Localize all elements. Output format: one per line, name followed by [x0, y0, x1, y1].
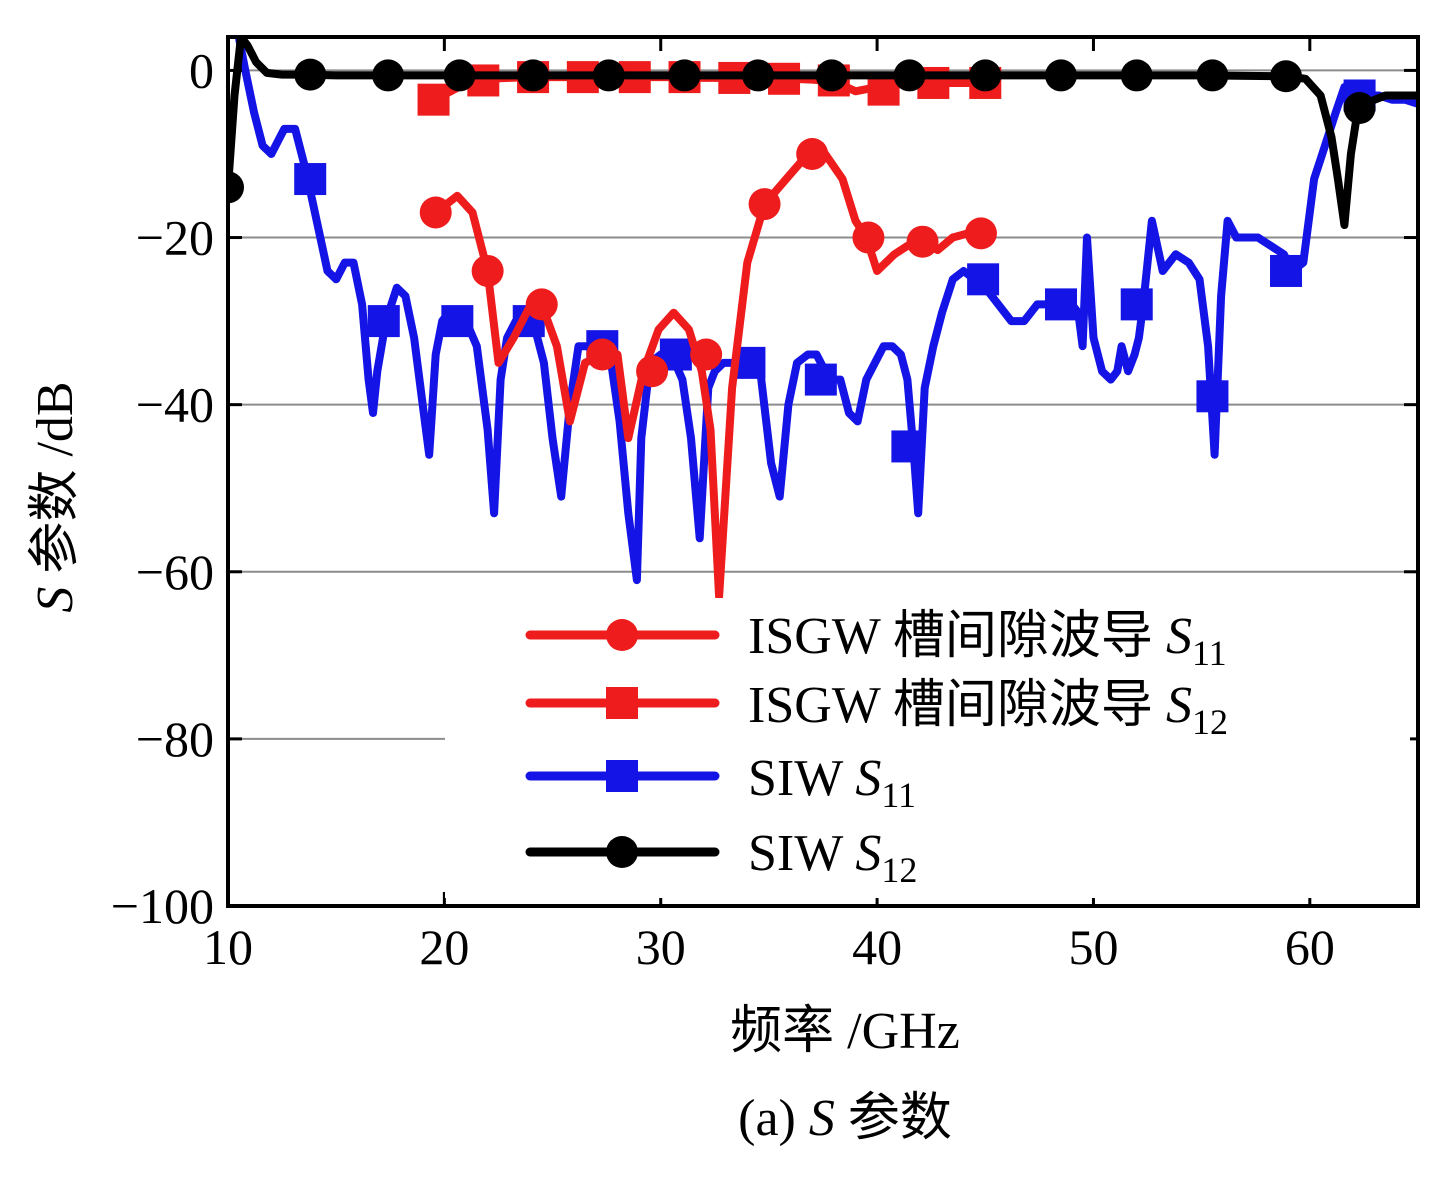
legend-label-isgw-s12: ISGW 槽间隙波导 S12	[748, 677, 1228, 742]
legend-label-siw-s12-sym: S	[855, 825, 881, 882]
marker-isgw-s11-9	[906, 225, 939, 258]
x-tick-label-2: 30	[636, 919, 686, 975]
marker-siw-s12-11	[1045, 59, 1077, 92]
legend-label-siw-s11: SIW S11	[748, 750, 916, 815]
legend-label-isgw-s12-sub: 12	[1192, 702, 1228, 742]
y-axis-label-symbol: S	[27, 587, 84, 613]
marker-siw-s12-1	[294, 58, 327, 91]
marker-siw-s12-2	[372, 59, 405, 92]
legend-label-isgw-s11-sub: 11	[1192, 633, 1227, 673]
marker-siw-s12-10	[969, 59, 1002, 92]
marker-isgw-s12-0	[417, 83, 450, 116]
marker-siw-s12-6	[668, 59, 701, 92]
marker-isgw-s11-5	[690, 338, 723, 371]
marker-siw-s12-14	[1270, 60, 1303, 93]
legend-entry-siw-s11: SIW S11	[525, 750, 916, 815]
legend-label-siw-s11-sym: S	[855, 750, 881, 807]
legend-marker-isgw-s11	[606, 619, 638, 651]
legend-entry-isgw-s12: ISGW 槽间隙波导 S12	[525, 677, 1228, 742]
legend-entry-siw-s12: SIW S12	[525, 825, 917, 890]
marker-isgw-s11-1	[471, 254, 504, 287]
marker-siw-s12-0	[228, 171, 244, 204]
x-tick-label-0: 10	[203, 919, 253, 975]
legend-entry-isgw-s11: ISGW 槽间隙波导 S11	[525, 608, 1227, 673]
marker-isgw-s11-4	[636, 355, 669, 388]
x-tick-label-4: 50	[1068, 919, 1118, 975]
legend-label-isgw-s11-main: ISGW 槽间隙波导	[748, 608, 1166, 665]
marker-isgw-s11-3	[586, 338, 619, 371]
legend-marker-siw-s12	[606, 836, 638, 868]
x-tick-label-3: 40	[852, 919, 902, 975]
marker-siw-s11-2	[441, 305, 474, 338]
marker-siw-s12-12	[1120, 59, 1153, 92]
marker-isgw-s11-7	[796, 137, 829, 170]
marker-siw-s11-8	[891, 430, 924, 463]
caption-prefix: (a)	[738, 1090, 809, 1147]
caption-symbol: S	[809, 1090, 835, 1147]
marker-isgw-s11-6	[748, 188, 781, 221]
x-tick-label-1: 20	[419, 919, 469, 975]
caption-rest: 参数	[835, 1090, 952, 1147]
marker-siw-s11-11	[1120, 288, 1153, 321]
x-tick-label-5: 60	[1285, 919, 1335, 975]
y-tick-label-2: −40	[136, 377, 214, 433]
legend-label-isgw-s11-sym: S	[1166, 608, 1192, 665]
series-layer	[228, 37, 1418, 601]
marker-siw-s11-12	[1196, 380, 1229, 413]
legend-label-siw-s12: SIW S12	[748, 825, 917, 890]
marker-siw-s12-13	[1196, 59, 1229, 92]
marker-siw-s11-13	[1270, 254, 1303, 287]
y-tick-label-4: −80	[136, 711, 214, 767]
series-isgw-s11	[419, 137, 997, 601]
y-tick-label-1: −20	[136, 210, 214, 266]
y-tick-label-5: −100	[111, 878, 214, 934]
marker-siw-s12-9	[893, 59, 926, 92]
legend-label-siw-s12-sub: 12	[881, 850, 917, 890]
marker-siw-s12-5	[592, 59, 625, 92]
axis-ticks: 10 20 30 40 50 60 0 −20 −40 −60 −80 −100	[111, 37, 1418, 975]
legend-marker-siw-s11	[606, 760, 638, 792]
marker-siw-s12-3	[443, 59, 476, 92]
marker-siw-s12-7	[742, 59, 775, 92]
y-tick-label-0: 0	[189, 42, 214, 98]
legend-marker-isgw-s12	[606, 687, 638, 719]
legend: ISGW 槽间隙波导 S11 ISGW 槽间隙波导 S12 SIW S11 SI…	[445, 598, 1410, 898]
legend-label-siw-s11-main: SIW	[748, 750, 855, 807]
marker-isgw-s11-8	[852, 221, 885, 254]
marker-siw-s11-9	[967, 263, 1000, 296]
marker-siw-s12-8	[815, 59, 848, 92]
marker-siw-s11-10	[1045, 288, 1077, 321]
marker-siw-s12-4	[517, 59, 550, 92]
series-siw-s12	[228, 37, 1418, 229]
y-axis-label: S 参数 /dB	[27, 381, 84, 612]
marker-siw-s11-7	[804, 363, 837, 396]
figure-caption: (a) S 参数	[738, 1090, 952, 1147]
marker-isgw-s11-10	[964, 217, 997, 250]
marker-isgw-s11-2	[525, 288, 558, 321]
marker-isgw-s11-0	[419, 196, 452, 229]
series-line-siw-s11	[234, 37, 1418, 585]
x-axis-label: 频率 /GHz	[730, 1003, 960, 1060]
marker-siw-s12-15	[1343, 92, 1376, 125]
legend-label-isgw-s12-main: ISGW 槽间隙波导	[748, 677, 1166, 734]
y-axis-label-rest: 参数 /dB	[27, 381, 84, 586]
plot-frame	[226, 35, 1420, 908]
legend-label-siw-s12-main: SIW	[748, 825, 855, 882]
marker-siw-s11-0	[294, 163, 327, 196]
y-tick-label-3: −60	[136, 544, 214, 600]
legend-label-siw-s11-sub: 11	[881, 775, 916, 815]
legend-label-isgw-s12-sym: S	[1166, 677, 1192, 734]
legend-label-isgw-s11: ISGW 槽间隙波导 S11	[748, 608, 1227, 673]
marker-siw-s11-1	[367, 305, 400, 338]
